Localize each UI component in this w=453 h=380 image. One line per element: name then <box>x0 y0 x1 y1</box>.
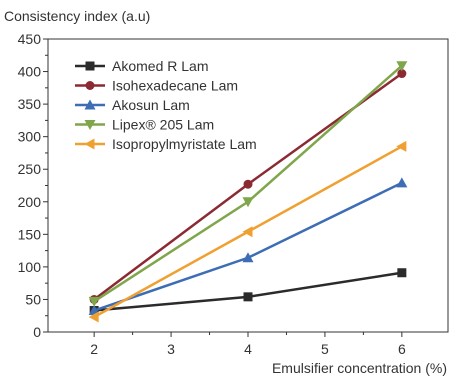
y-tick-label: 0 <box>33 324 41 340</box>
data-point <box>242 197 254 208</box>
y-axis-label: Consistency index (a.u) <box>4 8 151 24</box>
legend-label: Akosun Lam <box>112 97 190 113</box>
data-point <box>243 292 253 302</box>
y-tick-label: 400 <box>18 64 42 80</box>
data-point <box>397 69 407 79</box>
y-tick-label: 200 <box>18 194 42 210</box>
data-point <box>242 252 254 263</box>
data-point <box>88 311 99 323</box>
legend-marker <box>84 138 95 150</box>
x-tick-label: 2 <box>90 341 98 357</box>
data-point <box>397 268 407 278</box>
y-tick-label: 50 <box>25 291 41 307</box>
x-tick-label: 4 <box>244 341 252 357</box>
y-tick-label: 100 <box>18 259 42 275</box>
legend-label: Akomed R Lam <box>112 58 208 74</box>
legend-label: Isopropylmyristate Lam <box>112 136 257 152</box>
x-axis-label: Emulsifier concentration (%) <box>271 360 447 376</box>
y-tick-label: 250 <box>18 161 42 177</box>
y-tick-label: 300 <box>18 129 42 145</box>
data-point <box>396 140 407 152</box>
legend-label: Isohexadecane Lam <box>112 78 238 94</box>
legend-marker <box>85 61 95 71</box>
data-point <box>396 61 408 72</box>
legend-marker <box>85 81 95 90</box>
data-point <box>242 226 253 238</box>
legend-marker <box>84 99 96 110</box>
y-tick-label: 150 <box>18 226 42 242</box>
x-tick-label: 5 <box>321 341 329 357</box>
y-tick-label: 450 <box>18 31 42 47</box>
legend-marker <box>84 120 96 130</box>
data-point <box>88 296 100 307</box>
x-tick-label: 6 <box>398 341 406 357</box>
data-point <box>396 177 408 188</box>
x-tick-label: 3 <box>167 341 175 357</box>
data-point <box>243 179 253 189</box>
y-tick-label: 350 <box>18 96 42 112</box>
legend-label: Lipex® 205 Lam <box>112 117 214 133</box>
